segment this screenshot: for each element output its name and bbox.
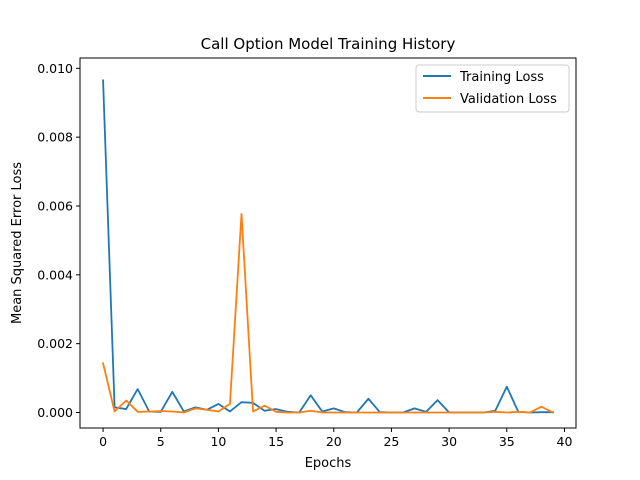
x-tick-label: 20 [326, 434, 342, 449]
ticks: 0 5 10 15 20 25 30 35 40 0.000 0.002 0.004 0.006 0.00… [37, 61, 572, 449]
y-tick-label: 0.002 [37, 336, 73, 351]
legend-label-training-loss: Training Loss [459, 70, 544, 85]
y-tick-label: 0.004 [37, 267, 73, 282]
y-tick-label: 0.000 [37, 405, 73, 420]
x-tick-label: 35 [499, 434, 515, 449]
plot-area [101, 79, 555, 414]
y-tick-label: 0.008 [37, 130, 73, 145]
x-tick-label: 15 [268, 434, 284, 449]
x-tick-label: 30 [441, 434, 457, 449]
chart-title: Call Option Model Training History [201, 35, 456, 53]
x-tick-label: 40 [557, 434, 573, 449]
series-line-validation-loss [101, 213, 555, 414]
x-tick-label: 0 [99, 434, 107, 449]
legend: Training Loss Validation Loss [415, 64, 570, 113]
y-axis-label: Mean Squared Error Loss [10, 162, 25, 324]
y-tick-label: 0.010 [37, 61, 73, 76]
x-axis-label: Epochs [305, 456, 352, 471]
legend-box [415, 64, 570, 113]
y-tick-label: 0.006 [37, 199, 73, 214]
legend-label-validation-loss: Validation Loss [460, 92, 557, 107]
x-tick-label: 10 [210, 434, 226, 449]
x-tick-label: 5 [157, 434, 165, 449]
axes-frame [79, 57, 577, 429]
x-tick-label: 25 [383, 434, 399, 449]
